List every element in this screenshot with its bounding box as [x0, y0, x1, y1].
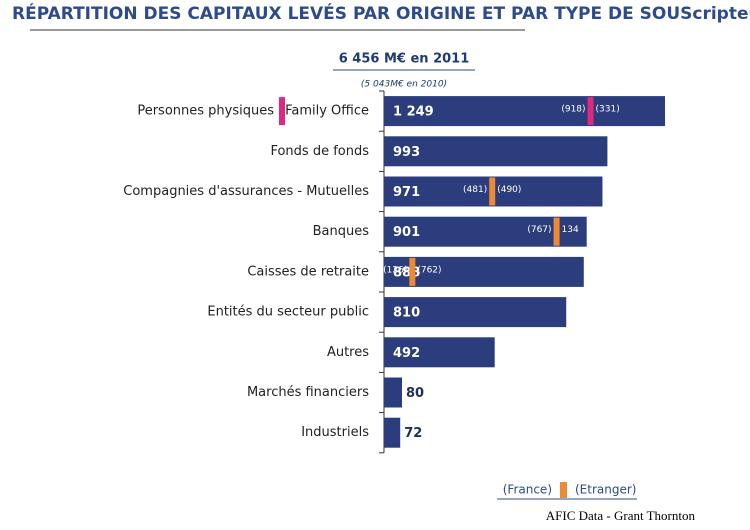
category-label: Fonds de fonds: [270, 144, 369, 159]
category-label: Personnes physiques: [137, 104, 274, 119]
value-label: 993: [393, 145, 420, 160]
bar: [384, 417, 401, 448]
legend-label: (Etranger): [575, 483, 636, 497]
category-label: Caisses de retraite: [247, 264, 369, 279]
etranger-label: 134: [562, 225, 579, 235]
france-label: (918): [561, 105, 585, 115]
category-label: Family Office: [285, 104, 369, 119]
value-label: 72: [404, 426, 422, 441]
category-label: Entités du secteur public: [207, 305, 369, 320]
legend-label: (France): [503, 483, 552, 497]
split-marker: [489, 177, 496, 206]
split-marker: [409, 257, 416, 286]
value-label: 1 249: [393, 105, 434, 120]
category-label: Autres: [327, 345, 369, 360]
france-label: (481): [463, 185, 487, 195]
etranger-label: (490): [497, 185, 521, 195]
bar: [384, 337, 495, 368]
subtitle: 6 456 M€ en 2011: [339, 52, 470, 67]
legend-swatch: [560, 482, 567, 498]
category-marker: [279, 97, 285, 126]
split-marker: [553, 217, 560, 246]
category-label: Banques: [313, 224, 370, 239]
etranger-label: (762): [417, 265, 441, 275]
bar: [384, 297, 567, 328]
france-label: (126): [383, 265, 407, 275]
bar: [384, 256, 584, 287]
etranger-label: (331): [596, 105, 620, 115]
category-label: Compagnies d'assurances - Mutuelles: [123, 184, 369, 199]
category-label: Industriels: [301, 425, 369, 440]
split-marker: [587, 97, 594, 126]
value-label: 492: [393, 346, 420, 361]
value-label: 80: [406, 386, 424, 401]
bar: [384, 136, 608, 167]
category-label: Marchés financiers: [247, 385, 369, 400]
france-label: (767): [527, 225, 551, 235]
bar: [384, 377, 402, 408]
note: (5 043M€ en 2010): [361, 80, 447, 90]
chart-title: RÉPARTITION DES CAPITAUX LEVÉS PAR ORIGI…: [12, 2, 750, 24]
source: AFIC Data - Grant Thornton: [546, 508, 696, 523]
value-label: 810: [393, 306, 420, 321]
value-label: 901: [393, 225, 420, 240]
bar: [384, 216, 587, 247]
bar: [384, 96, 665, 127]
value-label: 971: [393, 185, 420, 200]
